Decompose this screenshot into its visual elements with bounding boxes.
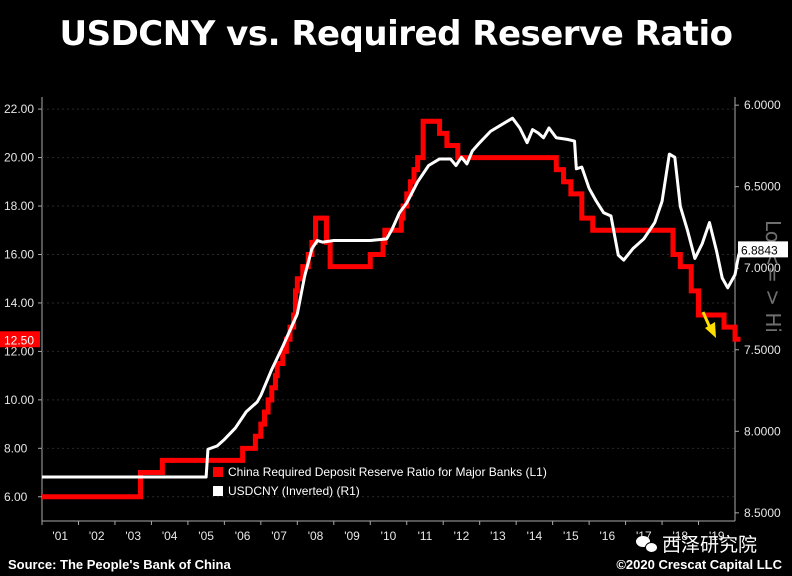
rrr-current-badge <box>0 331 40 348</box>
left-tick-label: 12.00 <box>4 344 34 358</box>
annotations: 12.50 6.8843 <box>0 241 788 348</box>
usdcny-current-label: 6.8843 <box>741 243 778 257</box>
x-tick-label: '01 <box>52 529 68 543</box>
plot-frame <box>41 97 736 522</box>
source-text: Source: The People's Bank of China <box>8 557 231 572</box>
legend-label: China Required Deposit Reserve Ratio for… <box>228 465 547 479</box>
right-axis: 6.0000 6.5000 7.0000 7.5000 8.0000 8.5000 Lo <… <box>735 98 785 520</box>
left-tick-label: 20.00 <box>4 151 34 165</box>
x-tick-label: '13 <box>490 529 506 543</box>
x-tick-label: '08 <box>308 529 324 543</box>
series-line-usdcny <box>42 116 742 479</box>
x-tick-label: '11 <box>418 529 433 543</box>
legend-swatch <box>213 486 223 496</box>
x-tick-label: '19 <box>709 529 725 543</box>
right-tick-label: 6.5000 <box>744 180 781 194</box>
x-axis: '01 '02 '03 '04 '05 '06 '07 '08 '09 '10 '11 '12 '13 '… <box>41 521 725 543</box>
right-tick-label: 8.0000 <box>744 424 781 438</box>
x-tick-label: '12 <box>454 529 470 543</box>
x-tick-label: '05 <box>198 529 214 543</box>
gridlines <box>42 108 735 498</box>
x-tick-label: '04 <box>162 529 178 543</box>
x-tick-label: '03 <box>125 529 141 543</box>
right-tick-label: 7.0000 <box>744 261 781 275</box>
right-tick-label: 6.0000 <box>744 98 781 112</box>
chart-title: USDCNY vs. Required Reserve Ratio <box>59 14 733 54</box>
rrr-current-label: 12.50 <box>4 333 34 347</box>
left-tick-label: 6.00 <box>4 490 28 504</box>
x-tick-label: '14 <box>527 529 543 543</box>
x-tick-label: '06 <box>235 529 251 543</box>
series-layer <box>42 116 742 500</box>
x-tick-label: '18 <box>672 529 688 543</box>
watermark: 西泽研究院 <box>636 530 757 557</box>
left-tick-label: 22.00 <box>4 102 34 116</box>
wechat-icon <box>636 535 658 553</box>
x-tick-label: '15 <box>563 529 579 543</box>
right-tick-label: 7.5000 <box>744 343 781 357</box>
left-tick-label: 14.00 <box>4 296 34 310</box>
down-arrow-head <box>705 322 716 338</box>
legend-swatch <box>213 467 223 477</box>
watermark-text: 西泽研究院 <box>662 534 758 556</box>
right-axis-side-label: Lo <= > Hi <box>761 220 785 333</box>
left-tick-label: 16.00 <box>4 247 34 261</box>
legend-label: USDCNY (Inverted) (R1) <box>228 484 360 498</box>
series-line-rrr <box>42 118 741 500</box>
left-tick-label: 18.00 <box>4 199 34 213</box>
left-tick-label: 10.00 <box>4 393 34 407</box>
right-tick-label: 8.5000 <box>744 506 781 520</box>
x-tick-label: '10 <box>381 529 397 543</box>
legend: China Required Deposit Reserve Ratio for… <box>213 465 547 498</box>
left-axis: 22.00 20.00 18.00 16.00 14.00 12.00 10.00 8.00 6… <box>4 102 42 504</box>
x-tick-label: '02 <box>89 529 105 543</box>
left-tick-label: 8.00 <box>4 441 28 455</box>
x-tick-label: '16 <box>600 529 616 543</box>
usdcny-current-badge <box>738 241 788 258</box>
x-tick-label: '07 <box>271 529 287 543</box>
x-tick-label: '09 <box>344 529 360 543</box>
copyright-text: ©2020 Crescat Capital LLC <box>616 557 782 572</box>
